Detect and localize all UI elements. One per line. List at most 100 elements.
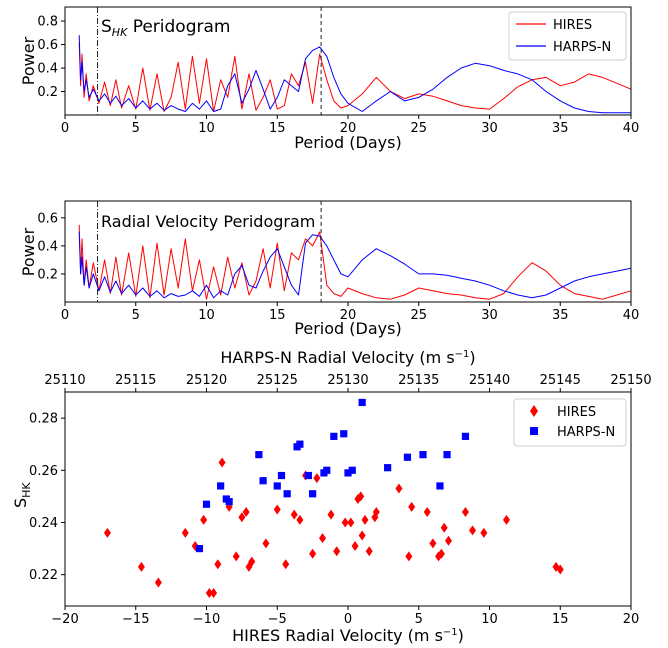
hires-point	[290, 509, 298, 520]
scatter-y-label: SHK	[11, 482, 33, 508]
rv-periodogram-x-ticks: 0 5 10 15 20 25 30 35 40	[61, 302, 639, 323]
x-tick-label: 30	[481, 308, 498, 323]
shk-periodogram-x-ticks: 0 5 10 15 20 25 30 35 40	[61, 115, 639, 136]
x-tick-label: 35	[552, 308, 569, 323]
harps-n-point	[340, 430, 348, 438]
y-tick-label: 0.6	[37, 38, 58, 53]
y-tick-label: 0.6	[37, 211, 58, 226]
hires-point	[154, 577, 162, 588]
shk-periodogram-series	[78, 35, 632, 114]
x-tick-label: 40	[623, 308, 640, 323]
x-tick-label: 5	[132, 121, 140, 136]
scatter-y-ticks: 0.22 0.24 0.26 0.28	[29, 412, 65, 583]
hires-point	[444, 535, 452, 546]
y-tick-label: 0.22	[29, 568, 58, 583]
hires-point	[405, 551, 413, 562]
hires-point	[351, 540, 359, 551]
hires-point	[365, 546, 373, 557]
top-x-tick-label: 25150	[610, 373, 651, 388]
x-tick-label: −20	[51, 612, 78, 627]
top-x-tick-label: 25115	[115, 373, 156, 388]
harps-n-point	[419, 451, 427, 459]
hires-point	[262, 538, 270, 549]
hires-point	[440, 522, 448, 533]
rv-periodogram-series	[78, 224, 632, 300]
scatter-bottom-x-ticks: −20 −15 −10 −5 0 5 10 15 20	[51, 606, 639, 627]
hires-point	[429, 538, 437, 549]
hires-point	[469, 525, 477, 536]
legend-label-hires: HIRES	[553, 18, 592, 33]
hires-point	[556, 564, 564, 575]
x-tick-label: 25	[410, 308, 427, 323]
rv-periodogram-panel: 0 5 10 15 20 25 30 35 40 0.2 0.4 0.6 Radial Veloci…	[19, 200, 639, 338]
harps-n-point	[323, 466, 331, 474]
x-tick-label: 10	[198, 308, 215, 323]
hires-point	[408, 501, 416, 512]
x-tick-label: 15	[269, 308, 286, 323]
hires-point	[242, 507, 250, 518]
x-tick-label: 30	[481, 121, 498, 136]
x-tick-label: −5	[268, 612, 287, 627]
harps-n-point	[273, 482, 281, 490]
shk-periodogram-line-hires	[78, 42, 632, 112]
hires-point	[319, 533, 327, 544]
hires-point	[361, 514, 369, 525]
harps-n-point	[195, 544, 204, 553]
x-tick-label: 10	[481, 612, 498, 627]
harps-n-point	[304, 471, 312, 480]
y-tick-label: 0.4	[37, 239, 58, 254]
x-tick-label: 20	[623, 612, 640, 627]
x-tick-label: 25	[410, 121, 427, 136]
shk-periodogram-line-harps-n	[78, 35, 631, 114]
shk-periodogram-markers	[97, 7, 322, 115]
top-x-tick-label: 25135	[398, 373, 439, 388]
hires-point	[181, 527, 189, 538]
hires-point	[309, 548, 317, 559]
rv-periodogram-title: Radial Velocity Peridogram	[101, 212, 315, 231]
y-tick-label: 0.2	[37, 85, 58, 100]
hires-point	[437, 548, 445, 559]
rv-periodogram-markers	[97, 201, 322, 302]
legend-label-harps: HARPS-N	[557, 425, 615, 440]
legend-label-hires: HIRES	[557, 405, 596, 420]
x-tick-label: 5	[132, 308, 140, 323]
hires-point	[210, 587, 218, 598]
rv-periodogram-y-ticks: 0.2 0.4 0.6	[37, 211, 65, 282]
y-tick-label: 0.26	[29, 464, 58, 479]
hires-point	[502, 514, 510, 525]
hires-point	[313, 473, 321, 484]
shk-periodogram-y-ticks: 0.2 0.4 0.6 0.8	[37, 15, 65, 100]
top-x-tick-label: 25145	[540, 373, 581, 388]
hires-point	[238, 512, 246, 523]
harps-n-point	[443, 451, 451, 459]
x-tick-label: 0	[344, 612, 352, 627]
top-x-tick-label: 25125	[257, 373, 298, 388]
rv-periodogram-y-label: Power	[19, 227, 38, 276]
hires-point	[218, 457, 226, 468]
harps-n-point	[309, 490, 317, 498]
harps-n-point	[436, 482, 444, 490]
x-tick-label: 10	[198, 121, 215, 136]
scatter-top-x-label: HARPS-N Radial Velocity (m s−1)	[220, 348, 475, 367]
scatter-bottom-x-label: HIRES Radial Velocity (m s−1)	[232, 626, 464, 645]
hires-point	[372, 507, 380, 518]
harps-n-point	[217, 482, 225, 490]
hires-point	[200, 514, 208, 525]
shk-periodogram-title: SHK Peridogram	[101, 17, 230, 39]
legend-label-harps: HARPS-N	[553, 40, 611, 55]
x-tick-label: 20	[340, 308, 357, 323]
hires-point	[358, 530, 366, 541]
y-tick-label: 0.8	[37, 15, 58, 30]
shk-periodogram-panel: 0 5 10 15 20 25 30 35 40 0.2 0.4 0.6 0.8 SHK Perido…	[19, 6, 639, 152]
x-tick-label: 35	[552, 121, 569, 136]
harps-n-point	[296, 440, 304, 448]
y-tick-label: 0.28	[29, 412, 58, 427]
harps-n-point	[461, 432, 470, 440]
shk-rv-scatter-panel: −20 −15 −10 −5 0 5 10 15 20 25110 25115 25120 25125…	[11, 348, 652, 645]
hires-point	[347, 517, 355, 528]
scatter-top-x-ticks: 25110 25115 25120 25125 25130 25135 25140 25145…	[44, 373, 652, 392]
harps-n-point	[259, 477, 267, 485]
x-tick-label: 0	[61, 308, 69, 323]
shk-periodogram-x-label: Period (Days)	[294, 133, 401, 152]
hires-point	[461, 507, 469, 518]
